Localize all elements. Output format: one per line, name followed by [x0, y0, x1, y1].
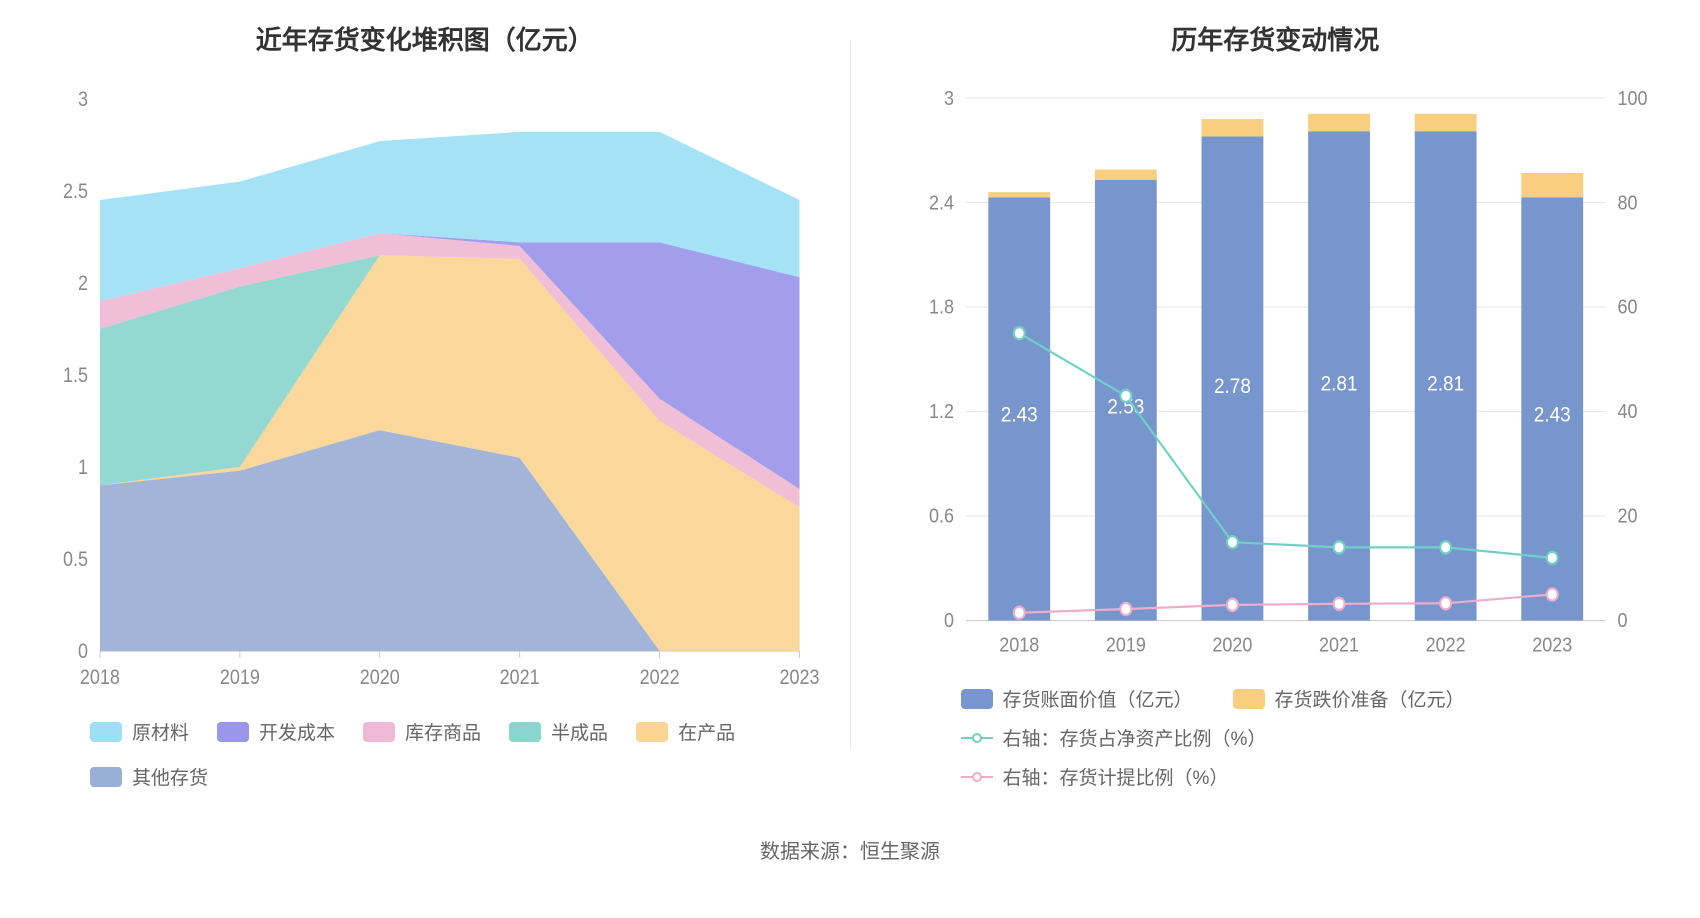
- legend-label: 半成品: [551, 718, 608, 745]
- svg-text:1.5: 1.5: [63, 364, 88, 388]
- legend-label: 右轴：存货占净资产比例（%）: [1003, 724, 1267, 751]
- svg-text:1.8: 1.8: [928, 297, 953, 319]
- svg-text:2021: 2021: [500, 666, 540, 690]
- legend-label: 开发成本: [259, 718, 335, 745]
- left-chart-area: 0 0.5 1 1.5 2 2.5 3 2018 2019 2020 2021 2022 2023: [30, 87, 820, 698]
- svg-text:1: 1: [78, 456, 88, 480]
- svg-text:0.5: 0.5: [63, 548, 88, 572]
- svg-text:40: 40: [1617, 401, 1637, 423]
- legend-swatch: [509, 722, 541, 742]
- svg-text:2023: 2023: [780, 666, 820, 690]
- svg-text:2019: 2019: [220, 666, 260, 690]
- svg-text:2018: 2018: [999, 635, 1039, 657]
- legend-item[interactable]: 半成品: [509, 718, 608, 745]
- legend-item[interactable]: 存货账面价值（亿元）: [961, 685, 1193, 712]
- legend-swatch-line: [961, 728, 993, 748]
- svg-text:2.43: 2.43: [1000, 404, 1037, 427]
- legend-item[interactable]: 在产品: [636, 718, 735, 745]
- svg-text:2019: 2019: [1105, 635, 1145, 657]
- data-source-footer: 数据来源：恒生聚源: [0, 810, 1700, 864]
- legend-label: 存货跌价准备（亿元）: [1275, 685, 1465, 712]
- right-chart-area: 00.61.21.82.4302040608010020182019202020…: [881, 87, 1671, 665]
- right-chart-svg: 00.61.21.82.4302040608010020182019202020…: [881, 87, 1671, 665]
- legend-swatch: [961, 689, 993, 709]
- legend-label: 存货账面价值（亿元）: [1003, 685, 1193, 712]
- svg-text:2: 2: [78, 272, 88, 296]
- svg-text:2020: 2020: [360, 666, 400, 690]
- svg-text:1.2: 1.2: [928, 401, 953, 423]
- svg-text:2022: 2022: [1425, 635, 1465, 657]
- legend-swatch: [90, 767, 122, 787]
- charts-container: 近年存货变化堆积图（亿元） 00.511.522.532018201920202…: [0, 0, 1700, 810]
- legend-item[interactable]: 右轴：存货计提比例（%）: [961, 763, 1229, 790]
- right-chart-title: 历年存货变动情况: [881, 20, 1671, 57]
- svg-text:2022: 2022: [640, 666, 680, 690]
- legend-item[interactable]: 原材料: [90, 718, 189, 745]
- svg-text:2.4: 2.4: [928, 192, 953, 214]
- svg-text:3: 3: [943, 88, 953, 110]
- legend-item[interactable]: 开发成本: [217, 718, 335, 745]
- legend-label: 原材料: [132, 718, 189, 745]
- svg-text:2020: 2020: [1212, 635, 1252, 657]
- svg-text:2.78: 2.78: [1213, 375, 1250, 398]
- svg-text:2018: 2018: [80, 666, 120, 690]
- svg-text:20: 20: [1617, 506, 1637, 528]
- svg-text:2.81: 2.81: [1427, 373, 1464, 396]
- svg-text:2.5: 2.5: [63, 180, 88, 204]
- svg-text:2023: 2023: [1532, 635, 1572, 657]
- svg-text:0: 0: [943, 610, 953, 632]
- legend-label: 其他存货: [132, 763, 208, 790]
- svg-text:2.43: 2.43: [1533, 404, 1570, 427]
- svg-text:3: 3: [78, 87, 88, 111]
- legend-item[interactable]: 存货跌价准备（亿元）: [1233, 685, 1465, 712]
- svg-text:2021: 2021: [1319, 635, 1359, 657]
- legend-label: 在产品: [678, 718, 735, 745]
- legend-swatch: [90, 722, 122, 742]
- legend-item[interactable]: 库存商品: [363, 718, 481, 745]
- svg-text:0: 0: [1617, 610, 1627, 632]
- legend-item[interactable]: 右轴：存货占净资产比例（%）: [961, 724, 1267, 751]
- legend-swatch: [636, 722, 668, 742]
- legend-label: 库存商品: [405, 718, 481, 745]
- legend-swatch: [363, 722, 395, 742]
- legend-swatch: [1233, 689, 1265, 709]
- left-panel: 近年存货变化堆积图（亿元） 0 0.5 1 1.5 2 2.5 3 2018 2019 2020 2…: [0, 0, 850, 810]
- right-legend: 存货账面价值（亿元） 存货跌价准备（亿元） 右轴：存货占净资产比例（%） 右轴：存货计…: [881, 665, 1671, 790]
- left-chart-title: 近年存货变化堆积图（亿元）: [30, 20, 820, 57]
- svg-text:0.6: 0.6: [928, 506, 953, 528]
- legend-swatch: [217, 722, 249, 742]
- legend-swatch-line: [961, 767, 993, 787]
- svg-text:80: 80: [1617, 192, 1637, 214]
- svg-text:100: 100: [1617, 88, 1647, 110]
- svg-text:2.81: 2.81: [1320, 373, 1357, 396]
- right-panel: 历年存货变动情况 00.61.21.82.4302040608010020182…: [851, 0, 1700, 810]
- left-chart-svg: 0 0.5 1 1.5 2 2.5 3 2018 2019 2020 2021 2022 2023: [30, 87, 820, 698]
- svg-text:0: 0: [78, 640, 88, 664]
- left-legend: 原材料 开发成本 库存商品 半成品 在产品其他存货: [30, 698, 820, 790]
- legend-label: 右轴：存货计提比例（%）: [1003, 763, 1229, 790]
- svg-text:60: 60: [1617, 297, 1637, 319]
- legend-item[interactable]: 其他存货: [90, 763, 208, 790]
